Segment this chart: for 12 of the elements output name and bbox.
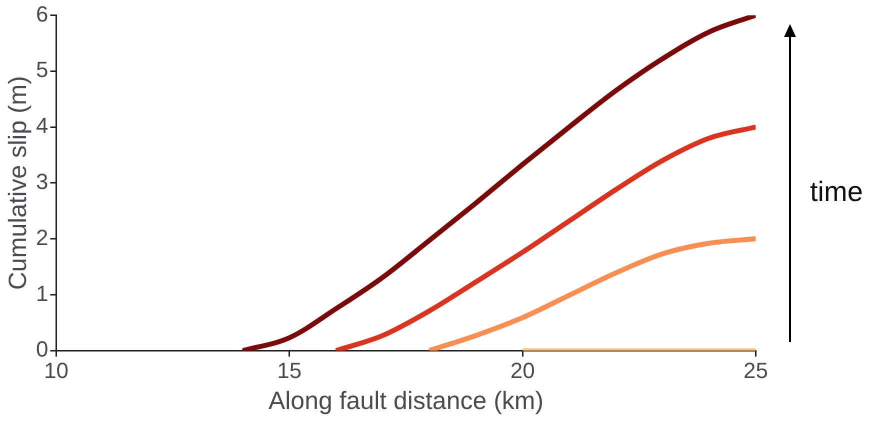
y-tick-label: 6 xyxy=(36,1,48,26)
y-axis-title: Cumulative slip (m) xyxy=(4,76,32,290)
y-tick-label: 2 xyxy=(36,224,48,250)
x-tick-label: 15 xyxy=(277,358,302,383)
x-tick-label: 25 xyxy=(744,358,768,383)
y-tick-label: 1 xyxy=(36,280,48,306)
text: time xyxy=(810,176,863,208)
x-tick-label: 20 xyxy=(510,358,535,383)
y-tick-label: 3 xyxy=(36,168,48,194)
x-axis-title: Along fault distance (km) xyxy=(268,386,544,415)
y-tick-label: 4 xyxy=(36,113,48,138)
y-tick-label: 5 xyxy=(36,57,48,82)
